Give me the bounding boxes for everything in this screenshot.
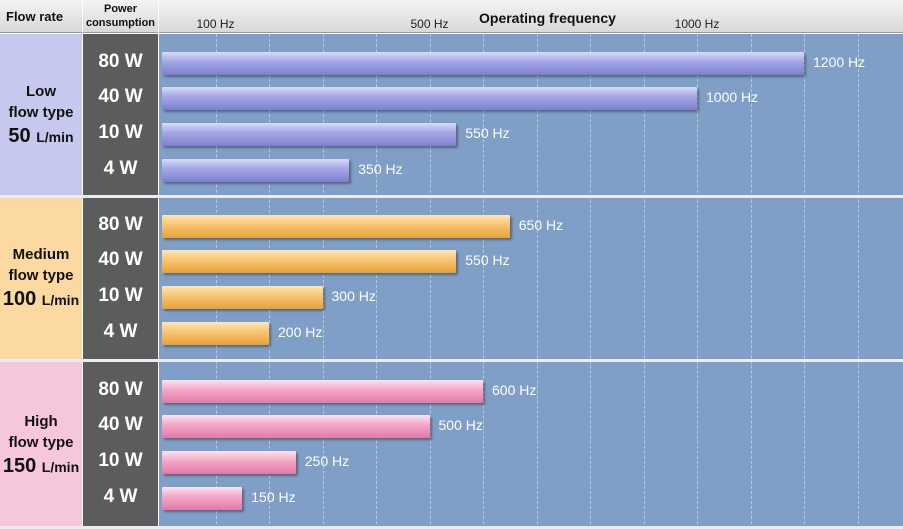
gridline <box>857 34 859 529</box>
bar <box>162 321 269 345</box>
category-label: 10 W <box>98 450 143 471</box>
plot-area: 1200 Hz 1000 Hz 550 Hz 350 Hz 650 Hz 550 Hz 30… <box>159 34 903 529</box>
power-column: 80 W 40 W 10 W 4 W <box>83 362 158 529</box>
gridline <box>376 34 377 529</box>
group-name: Medium <box>12 246 70 263</box>
data-label: 600 Hz <box>492 382 537 398</box>
power-heading-line2: consumption <box>85 17 156 29</box>
flow-rate-heading: Flow rate <box>6 9 64 24</box>
gridline <box>215 34 217 529</box>
bar <box>162 214 510 238</box>
flow-number: 150 <box>2 455 37 477</box>
x-tick-label: 500 Hz <box>410 17 449 31</box>
category-label: 4 W <box>103 486 138 507</box>
flow-rate-header: Flow rate <box>0 0 82 33</box>
gridline <box>643 34 645 529</box>
gridline <box>483 34 484 529</box>
category-label: 40 W <box>98 414 143 435</box>
bar <box>162 249 457 273</box>
group-flow-rate: 50 L/min <box>8 123 73 150</box>
gridline <box>590 34 591 529</box>
data-label: 1000 Hz <box>706 89 759 105</box>
gridline <box>804 34 805 529</box>
bar <box>162 379 483 403</box>
bar <box>162 86 697 110</box>
category-label: 80 W <box>98 51 143 72</box>
power-consumption-header: Power consumption <box>83 0 158 33</box>
bar <box>162 285 323 309</box>
category-label: 4 W <box>103 158 138 179</box>
category-label: 4 W <box>103 321 138 342</box>
data-label: 300 Hz <box>331 288 376 304</box>
power-heading-line1: Power <box>103 3 137 15</box>
gridline <box>697 34 698 529</box>
group-flow-rate: 100 L/min <box>3 286 79 313</box>
data-label: 350 Hz <box>358 161 403 177</box>
flow-unit: L/min <box>41 459 80 475</box>
flow-unit: L/min <box>36 128 74 145</box>
gridline <box>429 34 431 529</box>
category-label: 80 W <box>98 214 143 235</box>
group-type: flow type <box>8 434 74 451</box>
group-label-medium: Medium flow type 100 L/min <box>0 197 82 360</box>
category-label: 80 W <box>98 379 143 400</box>
category-label: 40 W <box>98 249 143 270</box>
group-type: flow type <box>8 267 74 284</box>
group-name: High <box>24 413 58 430</box>
group-type: flow type <box>8 103 74 121</box>
bar <box>162 51 804 75</box>
power-column: 80 W 40 W 10 W 4 W <box>83 197 158 360</box>
group-label-low: Low flow type 50 L/min <box>0 34 82 196</box>
bar <box>162 450 296 474</box>
bar <box>162 486 243 510</box>
group-separator <box>0 195 903 198</box>
gridline <box>269 34 270 529</box>
bar <box>162 414 430 438</box>
group-flow-rate: 150 L/min <box>3 453 79 480</box>
gridline <box>536 34 538 529</box>
gridline <box>750 34 752 529</box>
flow-number: 100 <box>2 288 37 310</box>
data-label: 550 Hz <box>465 252 510 268</box>
frequency-header: Operating frequency 100 Hz 500 Hz 1000 H… <box>159 0 903 33</box>
x-axis-title: Operating frequency <box>479 10 616 26</box>
data-label: 250 Hz <box>304 453 350 469</box>
data-label: 500 Hz <box>438 417 483 433</box>
data-label: 550 Hz <box>465 125 510 141</box>
data-label: 200 Hz <box>278 324 323 340</box>
gridline <box>322 34 324 529</box>
x-tick-label: 100 Hz <box>196 17 235 31</box>
power-column: 80 W 40 W 10 W 4 W <box>83 34 158 196</box>
category-label: 10 W <box>98 285 143 306</box>
group-separator <box>0 359 903 362</box>
x-tick-label: 1000 Hz <box>674 17 720 31</box>
category-label: 40 W <box>98 86 143 107</box>
group-label-high: High flow type 150 L/min <box>0 362 82 529</box>
bar <box>162 122 457 146</box>
bar <box>162 158 350 182</box>
data-label: 150 Hz <box>251 489 296 505</box>
data-label: 650 Hz <box>518 217 564 233</box>
group-separator <box>0 526 903 529</box>
flow-unit: L/min <box>41 292 80 308</box>
data-label: 1200 Hz <box>813 54 866 70</box>
category-label: 10 W <box>98 122 143 143</box>
group-name: Low <box>26 82 56 100</box>
flow-number: 50 <box>8 124 31 147</box>
